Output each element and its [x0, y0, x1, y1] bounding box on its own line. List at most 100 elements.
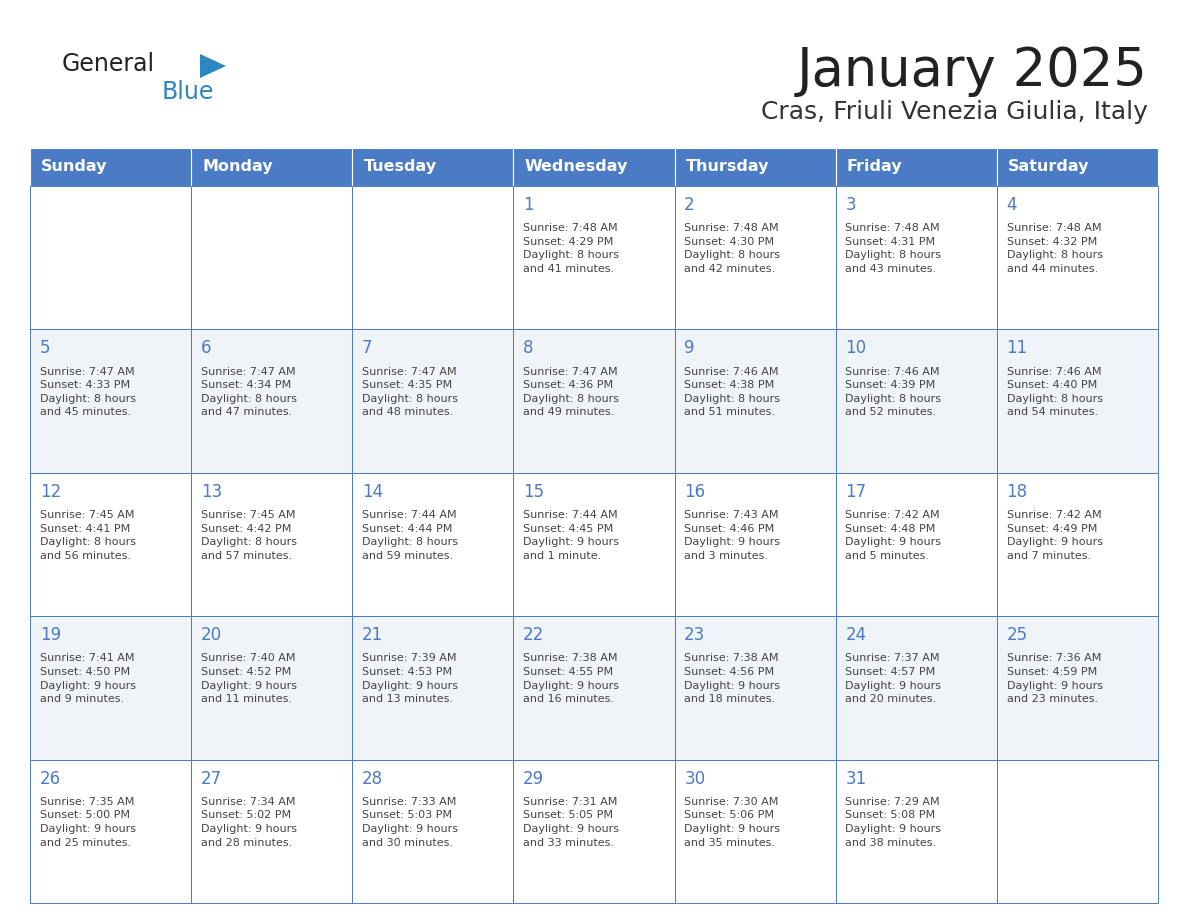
Text: Monday: Monday: [202, 160, 273, 174]
Text: 10: 10: [846, 340, 866, 357]
Bar: [675, 616, 835, 759]
Polygon shape: [200, 54, 226, 78]
Text: Sunrise: 7:48 AM
Sunset: 4:31 PM
Daylight: 8 hours
and 43 minutes.: Sunrise: 7:48 AM Sunset: 4:31 PM Dayligh…: [846, 223, 941, 274]
Text: Sunday: Sunday: [42, 160, 108, 174]
Bar: [353, 148, 513, 186]
Text: Sunrise: 7:48 AM
Sunset: 4:29 PM
Daylight: 8 hours
and 41 minutes.: Sunrise: 7:48 AM Sunset: 4:29 PM Dayligh…: [523, 223, 619, 274]
Bar: [30, 473, 191, 616]
Bar: [353, 473, 513, 616]
Text: 3: 3: [846, 196, 857, 214]
Text: Sunrise: 7:36 AM
Sunset: 4:59 PM
Daylight: 9 hours
and 23 minutes.: Sunrise: 7:36 AM Sunset: 4:59 PM Dayligh…: [1006, 654, 1102, 704]
Text: Sunrise: 7:37 AM
Sunset: 4:57 PM
Daylight: 9 hours
and 20 minutes.: Sunrise: 7:37 AM Sunset: 4:57 PM Dayligh…: [846, 654, 941, 704]
Bar: [191, 148, 353, 186]
Text: Wednesday: Wednesday: [525, 160, 628, 174]
Text: 18: 18: [1006, 483, 1028, 501]
Bar: [835, 616, 997, 759]
Text: Sunrise: 7:42 AM
Sunset: 4:48 PM
Daylight: 9 hours
and 5 minutes.: Sunrise: 7:42 AM Sunset: 4:48 PM Dayligh…: [846, 510, 941, 561]
Bar: [30, 148, 191, 186]
Text: 6: 6: [201, 340, 211, 357]
Text: 5: 5: [39, 340, 50, 357]
Bar: [30, 616, 191, 759]
Bar: [353, 186, 513, 330]
Text: General: General: [62, 52, 156, 76]
Text: 19: 19: [39, 626, 61, 644]
Text: 2: 2: [684, 196, 695, 214]
Text: 29: 29: [523, 769, 544, 788]
Bar: [675, 148, 835, 186]
Text: Sunrise: 7:46 AM
Sunset: 4:38 PM
Daylight: 8 hours
and 51 minutes.: Sunrise: 7:46 AM Sunset: 4:38 PM Dayligh…: [684, 366, 781, 418]
Bar: [675, 473, 835, 616]
Text: 30: 30: [684, 769, 706, 788]
Bar: [191, 473, 353, 616]
Text: Friday: Friday: [847, 160, 903, 174]
Text: 12: 12: [39, 483, 61, 501]
Bar: [30, 759, 191, 903]
Text: Sunrise: 7:39 AM
Sunset: 4:53 PM
Daylight: 9 hours
and 13 minutes.: Sunrise: 7:39 AM Sunset: 4:53 PM Dayligh…: [362, 654, 457, 704]
Text: 11: 11: [1006, 340, 1028, 357]
Text: January 2025: January 2025: [797, 45, 1148, 97]
Text: 22: 22: [523, 626, 544, 644]
Text: Tuesday: Tuesday: [364, 160, 437, 174]
Bar: [835, 473, 997, 616]
Bar: [835, 759, 997, 903]
Bar: [353, 759, 513, 903]
Text: Saturday: Saturday: [1009, 160, 1089, 174]
Text: Sunrise: 7:47 AM
Sunset: 4:35 PM
Daylight: 8 hours
and 48 minutes.: Sunrise: 7:47 AM Sunset: 4:35 PM Dayligh…: [362, 366, 457, 418]
Bar: [513, 759, 675, 903]
Bar: [191, 759, 353, 903]
Bar: [353, 330, 513, 473]
Bar: [997, 616, 1158, 759]
Text: Sunrise: 7:47 AM
Sunset: 4:36 PM
Daylight: 8 hours
and 49 minutes.: Sunrise: 7:47 AM Sunset: 4:36 PM Dayligh…: [523, 366, 619, 418]
Bar: [997, 148, 1158, 186]
Text: Sunrise: 7:43 AM
Sunset: 4:46 PM
Daylight: 9 hours
and 3 minutes.: Sunrise: 7:43 AM Sunset: 4:46 PM Dayligh…: [684, 510, 781, 561]
Bar: [191, 330, 353, 473]
Text: Sunrise: 7:38 AM
Sunset: 4:56 PM
Daylight: 9 hours
and 18 minutes.: Sunrise: 7:38 AM Sunset: 4:56 PM Dayligh…: [684, 654, 781, 704]
Bar: [997, 186, 1158, 330]
Text: 4: 4: [1006, 196, 1017, 214]
Text: Thursday: Thursday: [685, 160, 770, 174]
Text: Sunrise: 7:46 AM
Sunset: 4:39 PM
Daylight: 8 hours
and 52 minutes.: Sunrise: 7:46 AM Sunset: 4:39 PM Dayligh…: [846, 366, 941, 418]
Text: Sunrise: 7:45 AM
Sunset: 4:41 PM
Daylight: 8 hours
and 56 minutes.: Sunrise: 7:45 AM Sunset: 4:41 PM Dayligh…: [39, 510, 135, 561]
Text: Sunrise: 7:45 AM
Sunset: 4:42 PM
Daylight: 8 hours
and 57 minutes.: Sunrise: 7:45 AM Sunset: 4:42 PM Dayligh…: [201, 510, 297, 561]
Text: Sunrise: 7:31 AM
Sunset: 5:05 PM
Daylight: 9 hours
and 33 minutes.: Sunrise: 7:31 AM Sunset: 5:05 PM Dayligh…: [523, 797, 619, 847]
Text: 24: 24: [846, 626, 866, 644]
Bar: [353, 616, 513, 759]
Text: 28: 28: [362, 769, 383, 788]
Text: 17: 17: [846, 483, 866, 501]
Bar: [997, 473, 1158, 616]
Bar: [835, 186, 997, 330]
Bar: [30, 186, 191, 330]
Bar: [513, 616, 675, 759]
Bar: [30, 330, 191, 473]
Bar: [835, 148, 997, 186]
Bar: [997, 759, 1158, 903]
Bar: [835, 330, 997, 473]
Bar: [675, 759, 835, 903]
Text: Sunrise: 7:47 AM
Sunset: 4:34 PM
Daylight: 8 hours
and 47 minutes.: Sunrise: 7:47 AM Sunset: 4:34 PM Dayligh…: [201, 366, 297, 418]
Text: 9: 9: [684, 340, 695, 357]
Text: 26: 26: [39, 769, 61, 788]
Bar: [191, 616, 353, 759]
Text: Sunrise: 7:46 AM
Sunset: 4:40 PM
Daylight: 8 hours
and 54 minutes.: Sunrise: 7:46 AM Sunset: 4:40 PM Dayligh…: [1006, 366, 1102, 418]
Text: 21: 21: [362, 626, 384, 644]
Text: 20: 20: [201, 626, 222, 644]
Text: 14: 14: [362, 483, 383, 501]
Text: Sunrise: 7:48 AM
Sunset: 4:32 PM
Daylight: 8 hours
and 44 minutes.: Sunrise: 7:48 AM Sunset: 4:32 PM Dayligh…: [1006, 223, 1102, 274]
Text: 15: 15: [523, 483, 544, 501]
Bar: [513, 148, 675, 186]
Text: 27: 27: [201, 769, 222, 788]
Bar: [513, 330, 675, 473]
Text: Sunrise: 7:42 AM
Sunset: 4:49 PM
Daylight: 9 hours
and 7 minutes.: Sunrise: 7:42 AM Sunset: 4:49 PM Dayligh…: [1006, 510, 1102, 561]
Text: Sunrise: 7:44 AM
Sunset: 4:44 PM
Daylight: 8 hours
and 59 minutes.: Sunrise: 7:44 AM Sunset: 4:44 PM Dayligh…: [362, 510, 457, 561]
Text: Sunrise: 7:33 AM
Sunset: 5:03 PM
Daylight: 9 hours
and 30 minutes.: Sunrise: 7:33 AM Sunset: 5:03 PM Dayligh…: [362, 797, 457, 847]
Text: 25: 25: [1006, 626, 1028, 644]
Bar: [997, 330, 1158, 473]
Bar: [191, 186, 353, 330]
Text: Sunrise: 7:47 AM
Sunset: 4:33 PM
Daylight: 8 hours
and 45 minutes.: Sunrise: 7:47 AM Sunset: 4:33 PM Dayligh…: [39, 366, 135, 418]
Text: Sunrise: 7:29 AM
Sunset: 5:08 PM
Daylight: 9 hours
and 38 minutes.: Sunrise: 7:29 AM Sunset: 5:08 PM Dayligh…: [846, 797, 941, 847]
Bar: [675, 186, 835, 330]
Text: Blue: Blue: [162, 80, 214, 104]
Bar: [513, 473, 675, 616]
Text: Cras, Friuli Venezia Giulia, Italy: Cras, Friuli Venezia Giulia, Italy: [762, 100, 1148, 124]
Text: 31: 31: [846, 769, 866, 788]
